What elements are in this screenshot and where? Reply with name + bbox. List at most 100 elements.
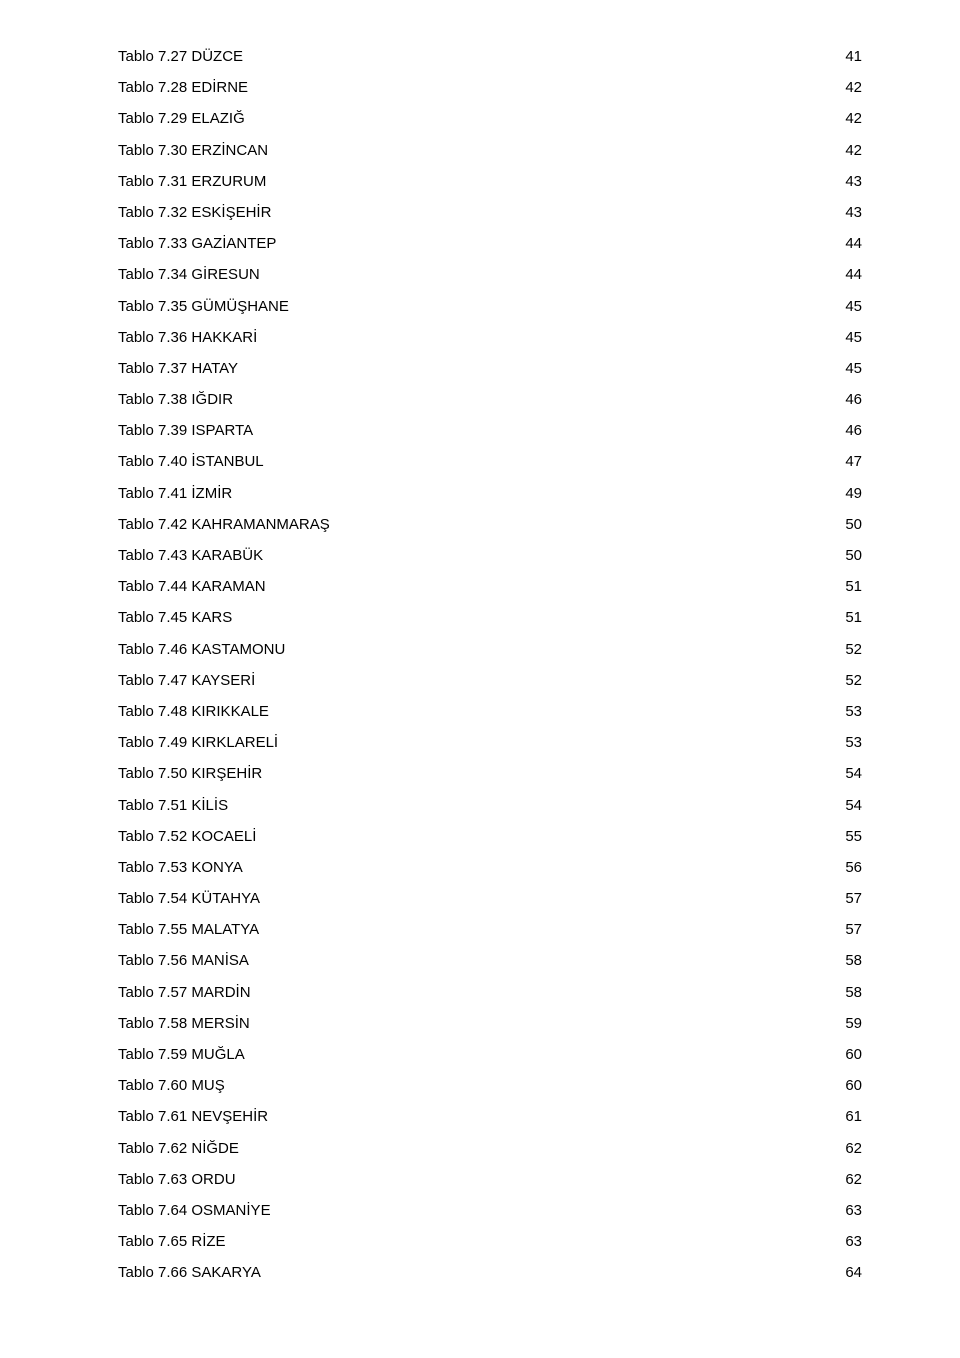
toc-entry-page: 58 — [845, 984, 862, 1001]
toc-entry-page: 54 — [845, 765, 862, 782]
toc-entry-page: 64 — [845, 1264, 862, 1281]
toc-entry: Tablo 7.47 KAYSERİ 52 — [118, 672, 862, 689]
toc-entry-page: 51 — [845, 578, 862, 595]
toc-entry: Tablo 7.42 KAHRAMANMARAŞ 50 — [118, 516, 862, 533]
toc-entry-label: Tablo 7.58 MERSİN — [118, 1015, 250, 1032]
toc-entry: Tablo 7.43 KARABÜK 50 — [118, 547, 862, 564]
toc-entry-page: 52 — [845, 641, 862, 658]
toc-entry-label: Tablo 7.55 MALATYA — [118, 921, 259, 938]
toc-entry-label: Tablo 7.42 KAHRAMANMARAŞ — [118, 516, 330, 533]
toc-entry: Tablo 7.31 ERZURUM 43 — [118, 173, 862, 190]
toc-entry: Tablo 7.66 SAKARYA 64 — [118, 1264, 862, 1281]
toc-entry-page: 42 — [845, 142, 862, 159]
toc-entry-label: Tablo 7.39 ISPARTA — [118, 422, 253, 439]
toc-entry-page: 54 — [845, 797, 862, 814]
toc-entry-label: Tablo 7.38 IĞDIR — [118, 391, 233, 408]
toc-entry: Tablo 7.45 KARS 51 — [118, 609, 862, 626]
toc-entry-label: Tablo 7.29 ELAZIĞ — [118, 110, 245, 127]
toc-entry-page: 44 — [845, 266, 862, 283]
toc-entry-page: 45 — [845, 360, 862, 377]
toc-entry: Tablo 7.62 NİĞDE 62 — [118, 1140, 862, 1157]
toc-entry: Tablo 7.44 KARAMAN 51 — [118, 578, 862, 595]
toc-entry-page: 42 — [845, 110, 862, 127]
toc-entry-label: Tablo 7.44 KARAMAN — [118, 578, 266, 595]
toc-entry: Tablo 7.51 KİLİS 54 — [118, 797, 862, 814]
toc-entry-page: 46 — [845, 422, 862, 439]
toc-entry-label: Tablo 7.63 ORDU — [118, 1171, 236, 1188]
toc-entry-label: Tablo 7.64 OSMANİYE — [118, 1202, 271, 1219]
toc-entry: Tablo 7.35 GÜMÜŞHANE 45 — [118, 298, 862, 315]
toc-entry-page: 63 — [845, 1202, 862, 1219]
toc-entry-label: Tablo 7.51 KİLİS — [118, 797, 228, 814]
toc-entry: Tablo 7.50 KIRŞEHİR 54 — [118, 765, 862, 782]
toc-entry-label: Tablo 7.30 ERZİNCAN — [118, 142, 268, 159]
toc-entry: Tablo 7.60 MUŞ 60 — [118, 1077, 862, 1094]
toc-entry-label: Tablo 7.37 HATAY — [118, 360, 238, 377]
toc-entry-label: Tablo 7.54 KÜTAHYA — [118, 890, 260, 907]
toc-entry: Tablo 7.30 ERZİNCAN 42 — [118, 142, 862, 159]
toc-entry-page: 51 — [845, 609, 862, 626]
toc-entry: Tablo 7.48 KIRIKKALE 53 — [118, 703, 862, 720]
toc-entry-page: 44 — [845, 235, 862, 252]
toc-entry: Tablo 7.29 ELAZIĞ 42 — [118, 110, 862, 127]
toc-entry-page: 57 — [845, 890, 862, 907]
toc-entry-label: Tablo 7.61 NEVŞEHİR — [118, 1108, 268, 1125]
toc-entry-page: 41 — [845, 48, 862, 65]
toc-entry-label: Tablo 7.53 KONYA — [118, 859, 243, 876]
toc-entry-label: Tablo 7.50 KIRŞEHİR — [118, 765, 262, 782]
toc-entry-page: 47 — [845, 453, 862, 470]
toc-entry: Tablo 7.36 HAKKARİ 45 — [118, 329, 862, 346]
toc-entry-label: Tablo 7.33 GAZİANTEP — [118, 235, 276, 252]
toc-entry-page: 45 — [845, 329, 862, 346]
toc-entry: Tablo 7.59 MUĞLA 60 — [118, 1046, 862, 1063]
toc-entry: Tablo 7.40 İSTANBUL 47 — [118, 453, 862, 470]
toc-entry: Tablo 7.37 HATAY 45 — [118, 360, 862, 377]
toc-entry: Tablo 7.39 ISPARTA 46 — [118, 422, 862, 439]
toc-entry-page: 59 — [845, 1015, 862, 1032]
toc-entry-page: 43 — [845, 173, 862, 190]
toc-entry-page: 63 — [845, 1233, 862, 1250]
toc-entry-page: 55 — [845, 828, 862, 845]
toc-entry-label: Tablo 7.45 KARS — [118, 609, 232, 626]
toc-entry-label: Tablo 7.65 RİZE — [118, 1233, 226, 1250]
toc-entry: Tablo 7.64 OSMANİYE 63 — [118, 1202, 862, 1219]
toc-entry: Tablo 7.49 KIRKLARELİ 53 — [118, 734, 862, 751]
toc-entry-label: Tablo 7.60 MUŞ — [118, 1077, 225, 1094]
toc-entry-page: 58 — [845, 952, 862, 969]
toc-entry-label: Tablo 7.35 GÜMÜŞHANE — [118, 298, 289, 315]
toc-entry-label: Tablo 7.47 KAYSERİ — [118, 672, 255, 689]
toc-entry: Tablo 7.61 NEVŞEHİR 61 — [118, 1108, 862, 1125]
toc-entry: Tablo 7.63 ORDU 62 — [118, 1171, 862, 1188]
toc-entry: Tablo 7.41 İZMİR 49 — [118, 485, 862, 502]
toc-entry-page: 43 — [845, 204, 862, 221]
toc-entry-label: Tablo 7.34 GİRESUN — [118, 266, 260, 283]
toc-entry-page: 50 — [845, 547, 862, 564]
toc-entry: Tablo 7.27 DÜZCE 41 — [118, 48, 862, 65]
toc-entry: Tablo 7.28 EDİRNE 42 — [118, 79, 862, 96]
toc-entry-page: 62 — [845, 1171, 862, 1188]
toc-entry-label: Tablo 7.46 KASTAMONU — [118, 641, 285, 658]
toc-entry-label: Tablo 7.32 ESKİŞEHİR — [118, 204, 271, 221]
toc-entry: Tablo 7.33 GAZİANTEP 44 — [118, 235, 862, 252]
toc-entry-label: Tablo 7.49 KIRKLARELİ — [118, 734, 278, 751]
toc-entry-page: 53 — [845, 734, 862, 751]
toc-entry-label: Tablo 7.27 DÜZCE — [118, 48, 243, 65]
toc-entry: Tablo 7.58 MERSİN 59 — [118, 1015, 862, 1032]
toc-entry-label: Tablo 7.52 KOCAELİ — [118, 828, 256, 845]
toc-entry-label: Tablo 7.62 NİĞDE — [118, 1140, 239, 1157]
toc-entry-page: 60 — [845, 1077, 862, 1094]
toc-entry: Tablo 7.56 MANİSA 58 — [118, 952, 862, 969]
toc-entry: Tablo 7.46 KASTAMONU 52 — [118, 641, 862, 658]
toc-entry-label: Tablo 7.59 MUĞLA — [118, 1046, 245, 1063]
toc-entry: Tablo 7.34 GİRESUN 44 — [118, 266, 862, 283]
toc-entry-page: 45 — [845, 298, 862, 315]
table-of-contents: Tablo 7.27 DÜZCE 41 Tablo 7.28 EDİRNE 42 T… — [118, 48, 862, 1281]
toc-entry: Tablo 7.54 KÜTAHYA 57 — [118, 890, 862, 907]
toc-entry-page: 56 — [845, 859, 862, 876]
toc-entry: Tablo 7.55 MALATYA 57 — [118, 921, 862, 938]
toc-entry-page: 57 — [845, 921, 862, 938]
toc-entry-page: 61 — [845, 1108, 862, 1125]
toc-entry: Tablo 7.65 RİZE 63 — [118, 1233, 862, 1250]
toc-entry: Tablo 7.32 ESKİŞEHİR 43 — [118, 204, 862, 221]
toc-entry-page: 53 — [845, 703, 862, 720]
